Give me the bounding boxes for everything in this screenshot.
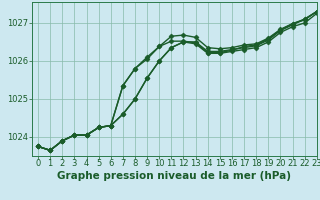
X-axis label: Graphe pression niveau de la mer (hPa): Graphe pression niveau de la mer (hPa) <box>57 171 292 181</box>
